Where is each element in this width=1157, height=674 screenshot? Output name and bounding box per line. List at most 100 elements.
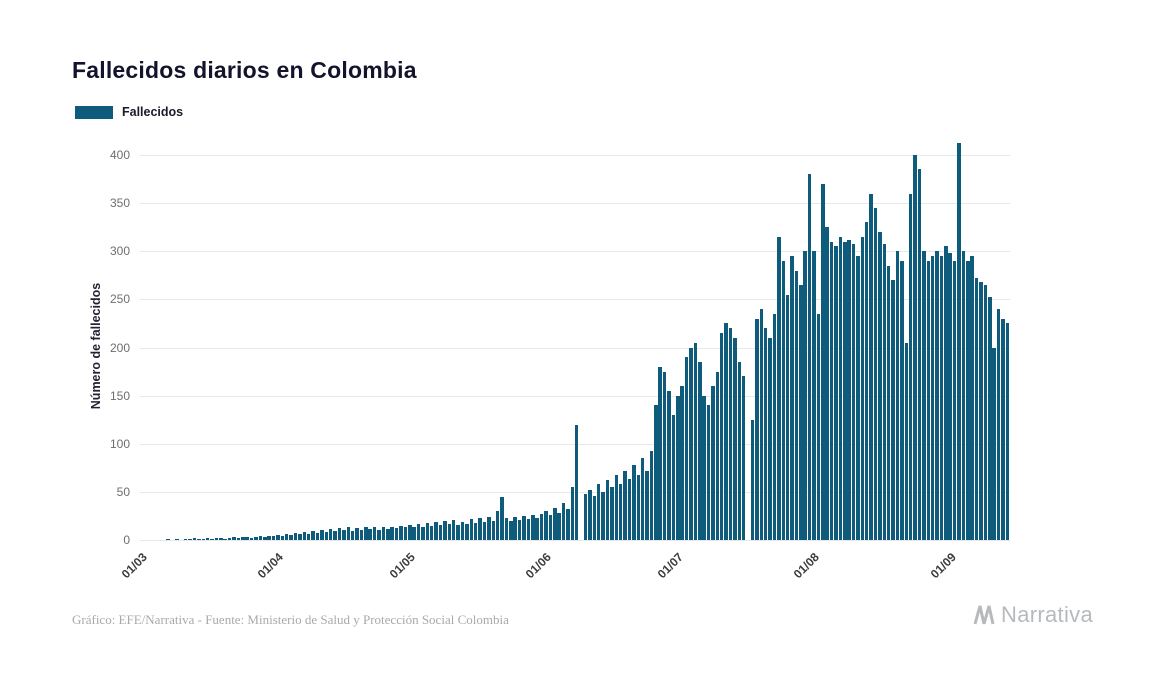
bar [201,539,205,540]
bar [649,451,654,540]
bar [315,533,320,540]
bar [847,239,851,540]
bar [851,243,856,540]
bar [372,526,377,540]
bar [974,278,979,540]
bar [935,251,939,540]
legend: Fallecidos [75,105,183,119]
bar [759,309,764,540]
page-title: Fallecidos diarios en Colombia [72,57,417,84]
bar [588,489,592,540]
bar [601,491,605,540]
x-tick-label: 01/09 [927,550,959,582]
bar [416,523,421,540]
bar [698,361,702,540]
bar [280,536,285,540]
bar [781,260,785,540]
bar [285,534,289,540]
bar [478,517,482,540]
bar [561,503,566,540]
bar [632,464,636,540]
bar [412,527,416,540]
bar [772,313,777,540]
bar [175,539,179,540]
bar [548,514,553,540]
bar [328,529,333,540]
bar [878,232,882,540]
bar [763,328,768,540]
bar [183,539,188,540]
bar [473,522,478,540]
bar [750,419,755,540]
bar [790,256,794,540]
bar [430,525,434,540]
bar [517,519,522,540]
bar [166,539,170,540]
x-tick-label: 01/03 [118,550,151,582]
bar [575,425,579,540]
bar [869,193,873,540]
bar [500,496,504,540]
bar [205,538,210,540]
y-tick-label: 150 [109,388,130,403]
bar [219,538,223,540]
bar [192,538,197,540]
bar [451,519,456,540]
legend-label: Fallecidos [122,105,184,119]
bar [961,251,966,540]
bar [223,539,227,540]
bar [513,516,517,540]
bar [346,527,350,540]
bar [408,524,412,540]
bar [908,193,913,540]
bar [882,243,887,540]
bar [983,284,988,540]
bar [245,537,249,540]
gridline [140,395,1010,397]
bar [693,342,698,540]
bar [592,495,597,540]
bar [948,253,952,540]
bar [381,527,386,540]
bar [509,520,513,540]
bar [711,386,715,540]
bar [900,260,904,540]
legend-swatch [75,105,113,119]
bar [227,538,232,540]
bar [926,260,930,540]
bar [785,294,790,540]
bar [557,513,561,540]
bar [856,256,860,540]
bar [904,342,909,540]
bar [741,376,746,540]
bar [570,487,575,540]
bar [843,241,847,540]
bar [702,395,706,540]
bar [636,474,640,540]
bar [447,523,452,540]
bar [434,521,438,540]
bar [860,236,865,540]
bar [271,536,276,540]
bar [838,236,843,540]
bar [640,458,645,540]
bar [610,487,614,540]
bar [531,514,535,540]
bar [645,470,649,540]
y-tick-label: 0 [123,533,130,547]
bar [812,251,816,540]
bar [566,509,570,540]
bar [258,536,263,540]
bar [1001,318,1005,540]
bar [386,529,390,540]
bar [526,518,531,540]
bar [807,174,812,540]
bar [456,524,460,540]
bar [302,532,307,540]
bar [829,241,834,540]
bar [996,309,1001,540]
bar [368,529,372,540]
gridline [140,155,1010,156]
gridline [140,540,1010,541]
bar [487,516,491,540]
